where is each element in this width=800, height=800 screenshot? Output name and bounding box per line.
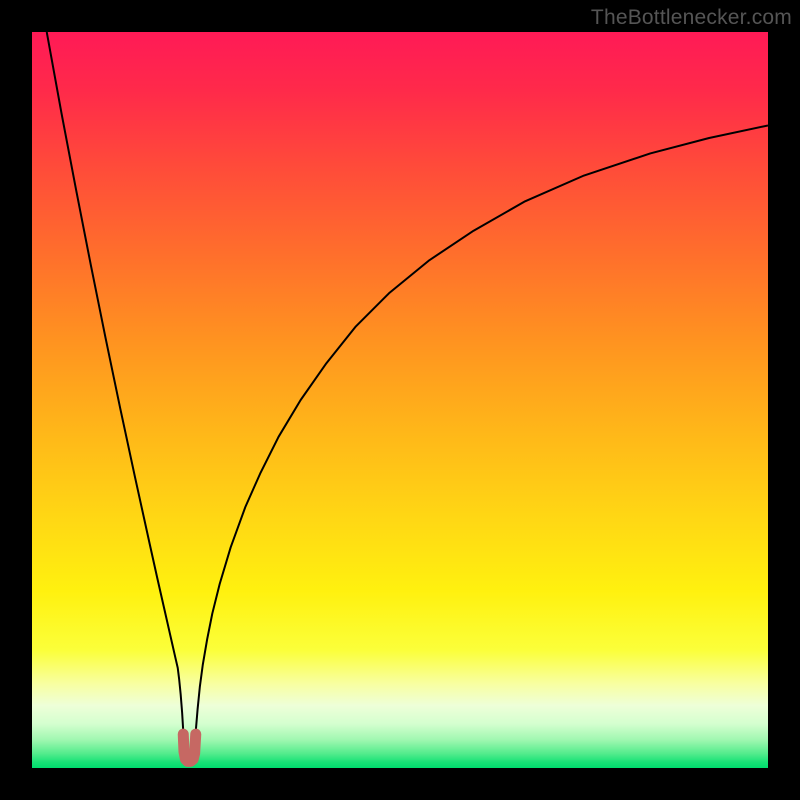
bottleneck-chart: [32, 32, 768, 768]
plot-area: [32, 32, 768, 768]
watermark-text: TheBottlenecker.com: [591, 6, 792, 30]
gradient-background: [32, 32, 768, 768]
